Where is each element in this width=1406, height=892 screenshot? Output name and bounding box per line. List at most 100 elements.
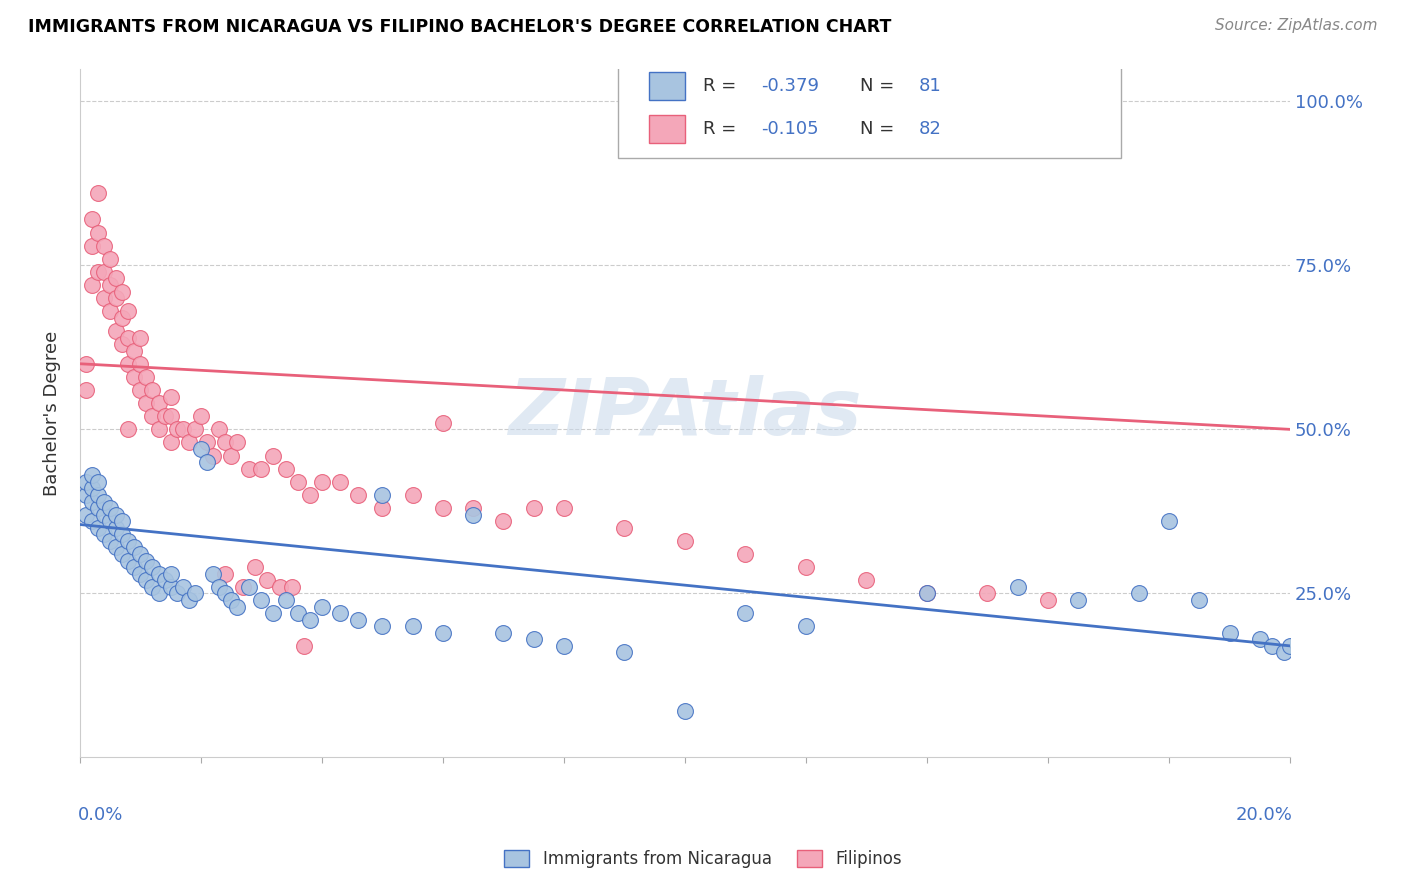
- Point: [553, 639, 575, 653]
- Point: [371, 501, 394, 516]
- Point: [148, 422, 170, 436]
- Point: [1128, 586, 1150, 600]
- Text: N =: N =: [860, 120, 900, 138]
- Point: [463, 508, 485, 522]
- Point: [124, 343, 146, 358]
- Point: [124, 560, 146, 574]
- Point: [111, 337, 134, 351]
- Point: [329, 606, 352, 620]
- Point: [298, 613, 321, 627]
- Point: [98, 304, 121, 318]
- Point: [129, 547, 152, 561]
- Point: [269, 580, 291, 594]
- Point: [915, 586, 938, 600]
- Point: [190, 409, 212, 424]
- Point: [87, 226, 110, 240]
- Point: [245, 560, 267, 574]
- Point: [250, 461, 273, 475]
- Y-axis label: Bachelor's Degree: Bachelor's Degree: [44, 330, 60, 496]
- Point: [1007, 580, 1029, 594]
- Point: [105, 324, 128, 338]
- Point: [105, 291, 128, 305]
- Point: [195, 455, 218, 469]
- Point: [492, 514, 515, 528]
- Bar: [648, 115, 685, 143]
- FancyBboxPatch shape: [619, 65, 1121, 158]
- Point: [80, 278, 103, 293]
- Point: [201, 566, 224, 581]
- Point: [141, 409, 163, 424]
- Text: ZIPAtlas: ZIPAtlas: [508, 375, 862, 451]
- Text: Source: ZipAtlas.com: Source: ZipAtlas.com: [1215, 18, 1378, 33]
- Text: 0.0%: 0.0%: [77, 805, 122, 823]
- Point: [141, 383, 163, 397]
- Point: [153, 574, 176, 588]
- Text: -0.105: -0.105: [761, 120, 818, 138]
- Point: [177, 435, 200, 450]
- Point: [226, 599, 249, 614]
- Point: [141, 560, 163, 574]
- Point: [613, 521, 636, 535]
- Point: [166, 422, 188, 436]
- Point: [105, 521, 128, 535]
- Point: [794, 619, 817, 633]
- Point: [75, 508, 97, 522]
- Point: [371, 619, 394, 633]
- Text: R =: R =: [703, 120, 742, 138]
- Point: [347, 488, 370, 502]
- Point: [98, 533, 121, 548]
- Point: [93, 291, 115, 305]
- Point: [1279, 639, 1302, 653]
- Point: [401, 488, 423, 502]
- Point: [117, 304, 139, 318]
- Point: [124, 370, 146, 384]
- Point: [347, 613, 370, 627]
- Point: [855, 574, 877, 588]
- Text: R =: R =: [703, 77, 742, 95]
- Point: [226, 435, 249, 450]
- Point: [135, 553, 157, 567]
- Point: [553, 501, 575, 516]
- Point: [1157, 514, 1180, 528]
- Point: [172, 422, 194, 436]
- Point: [432, 625, 454, 640]
- Point: [93, 238, 115, 252]
- Point: [117, 357, 139, 371]
- Point: [219, 449, 242, 463]
- Point: [214, 586, 236, 600]
- Point: [87, 501, 110, 516]
- Point: [298, 488, 321, 502]
- Point: [184, 422, 207, 436]
- Point: [93, 508, 115, 522]
- Point: [184, 586, 207, 600]
- Point: [159, 435, 181, 450]
- Point: [201, 449, 224, 463]
- Point: [238, 580, 260, 594]
- Point: [87, 475, 110, 489]
- Point: [159, 390, 181, 404]
- Point: [673, 705, 696, 719]
- Point: [148, 586, 170, 600]
- Point: [208, 422, 231, 436]
- Point: [1249, 632, 1271, 647]
- Point: [1036, 593, 1059, 607]
- Point: [256, 574, 278, 588]
- Point: [135, 396, 157, 410]
- Point: [311, 475, 333, 489]
- Point: [75, 488, 97, 502]
- Point: [263, 606, 285, 620]
- Point: [129, 357, 152, 371]
- Text: IMMIGRANTS FROM NICARAGUA VS FILIPINO BACHELOR'S DEGREE CORRELATION CHART: IMMIGRANTS FROM NICARAGUA VS FILIPINO BA…: [28, 18, 891, 36]
- Point: [976, 586, 998, 600]
- Point: [80, 514, 103, 528]
- Point: [98, 252, 121, 266]
- Point: [111, 547, 134, 561]
- Point: [105, 508, 128, 522]
- Point: [1067, 593, 1090, 607]
- Point: [80, 468, 103, 483]
- Point: [523, 501, 546, 516]
- Point: [80, 494, 103, 508]
- Point: [523, 632, 546, 647]
- Point: [613, 645, 636, 659]
- Point: [117, 330, 139, 344]
